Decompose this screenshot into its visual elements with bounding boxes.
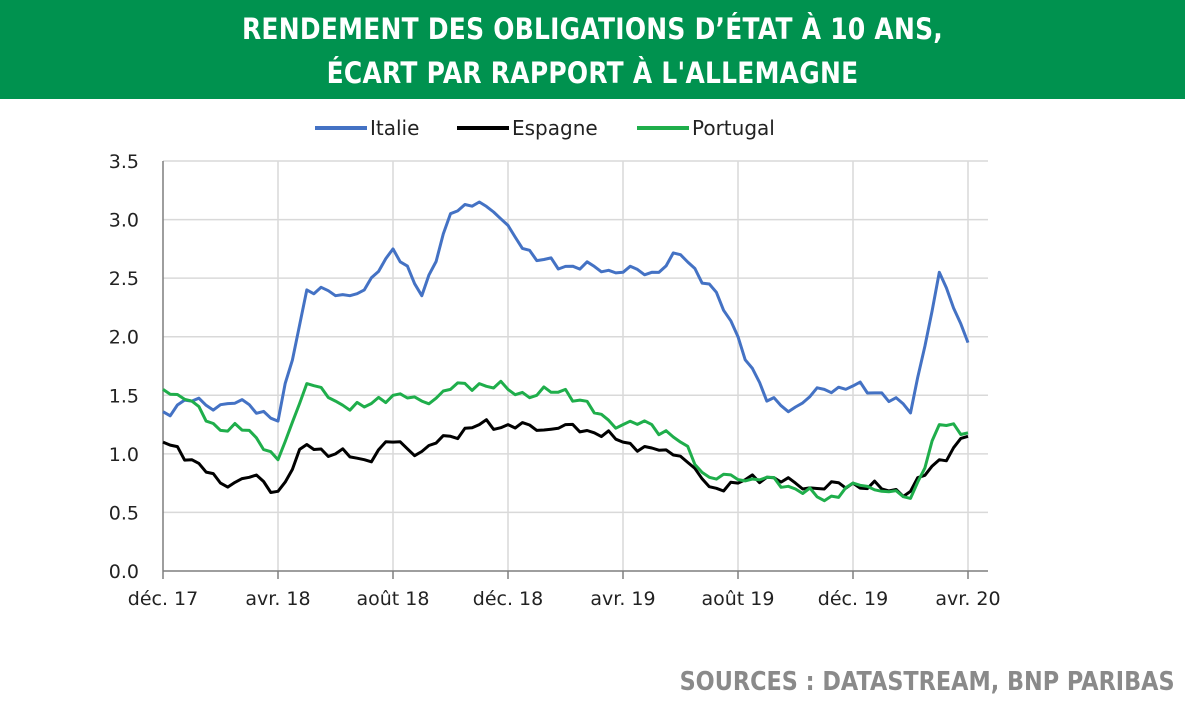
series-line-espagne xyxy=(162,418,969,498)
legend: Italie Espagne Portugal xyxy=(315,116,775,140)
chart-title-line-1: RENDEMENT DES OBLIGATIONS D’ÉTAT À 10 AN… xyxy=(241,12,944,46)
legend-label-espagne: Espagne xyxy=(512,116,598,140)
title-banner: RENDEMENT DES OBLIGATIONS D’ÉTAT À 10 AN… xyxy=(0,0,1185,99)
x-tick-label: déc. 19 xyxy=(818,588,888,610)
chart-title-line-2: ÉCART PAR RAPPORT À L'ALLEMAGNE xyxy=(326,56,859,90)
x-tick-label: déc. 18 xyxy=(473,588,543,610)
legend-label-portugal: Portugal xyxy=(692,116,775,140)
x-tick-label: avr. 18 xyxy=(245,588,310,610)
y-tick-label: 2.0 xyxy=(109,327,139,349)
y-tick-label: 1.0 xyxy=(109,444,139,466)
y-tick-label: 3.5 xyxy=(109,151,139,173)
grid xyxy=(163,160,988,571)
y-tick-label: 0.0 xyxy=(109,561,139,583)
y-tick-label: 2.5 xyxy=(109,268,139,290)
x-tick-label: avr. 20 xyxy=(935,588,1000,610)
series-line-italie xyxy=(162,200,970,423)
legend-label-italie: Italie xyxy=(370,116,419,140)
y-tick-label: 0.5 xyxy=(109,502,139,524)
x-tick-label: avr. 19 xyxy=(590,588,655,610)
x-tick-label: déc. 17 xyxy=(128,588,198,610)
source-note: SOURCES : DATASTREAM, BNP PARIBAS xyxy=(680,667,1175,697)
spread-line-chart: 0.0 0.5 1.0 1.5 2.0 2.5 3.0 3.5 déc. 17 avr. 18 ao… xyxy=(109,116,1001,610)
series-lines xyxy=(162,200,970,503)
y-tick-label: 1.5 xyxy=(109,385,139,407)
x-tick-label: août 19 xyxy=(702,588,775,610)
y-tick-label: 3.0 xyxy=(109,210,139,232)
axes: 0.0 0.5 1.0 1.5 2.0 2.5 3.0 3.5 déc. 17 avr. 18 ao… xyxy=(109,151,1001,610)
x-tick-label: août 18 xyxy=(357,588,430,610)
series-line-portugal xyxy=(162,379,969,503)
